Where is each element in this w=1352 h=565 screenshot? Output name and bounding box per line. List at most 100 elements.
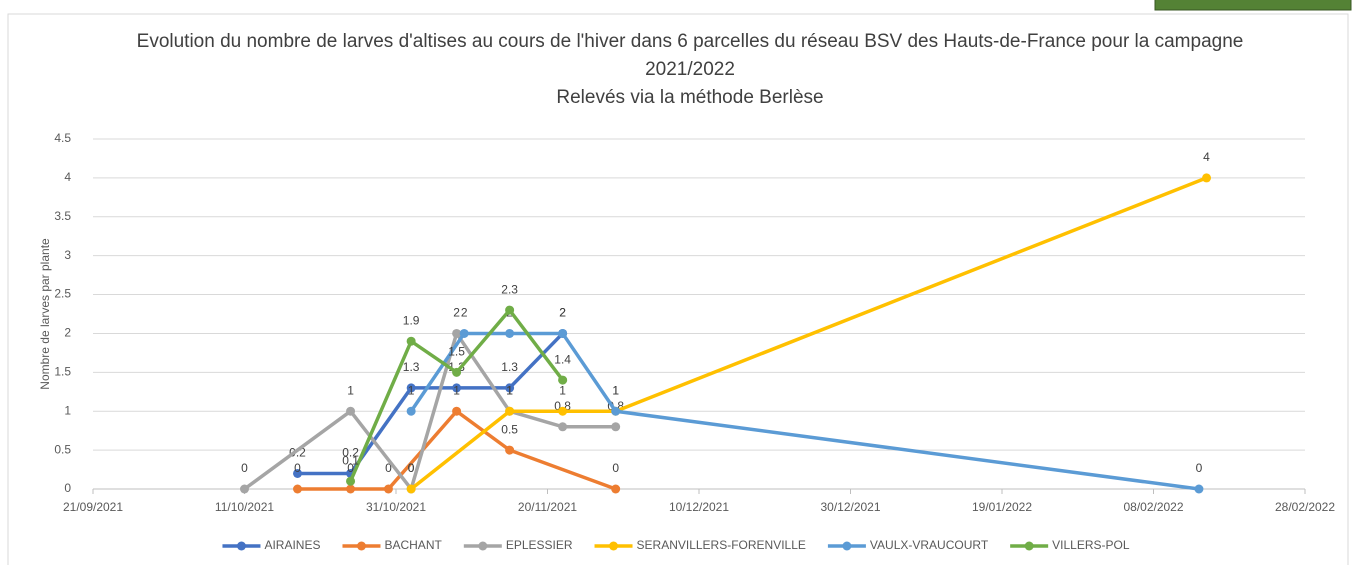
data-label: 0.1: [342, 453, 359, 467]
data-point: [611, 484, 621, 494]
x-tick-label: 21/09/2021: [63, 500, 123, 514]
data-label: 1: [506, 383, 513, 397]
data-label: 1: [612, 383, 619, 397]
data-label: 2.3: [501, 282, 518, 296]
data-point: [406, 383, 416, 393]
y-tick-label: 1.5: [54, 365, 71, 379]
data-label: 1.4: [554, 352, 571, 366]
data-label: 1: [408, 383, 415, 397]
data-label: 0.5: [501, 422, 518, 436]
data-point: [558, 406, 568, 416]
data-point: [611, 406, 621, 416]
legend-label: VAULX-VRAUCOURT: [870, 538, 989, 552]
data-label: 0: [408, 461, 415, 475]
data-point: [346, 406, 356, 416]
legend-label: BACHANT: [384, 538, 442, 552]
data-point: [611, 422, 621, 432]
x-tick-label: 11/10/2021: [215, 500, 274, 514]
data-label: 1: [453, 383, 460, 397]
data-point: [406, 484, 416, 494]
data-point: [558, 375, 568, 385]
data-label: 1.3: [403, 360, 420, 374]
data-label: 0: [294, 461, 301, 475]
x-tick-label: 08/02/2022: [1123, 500, 1183, 514]
x-tick-label: 19/01/2022: [972, 500, 1032, 514]
data-point: [505, 383, 515, 393]
y-tick-label: 0: [64, 481, 71, 495]
y-tick-label: 3: [64, 248, 71, 262]
data-point: [452, 383, 462, 393]
data-label: 0: [1196, 461, 1203, 475]
x-tick-label: 30/12/2021: [820, 500, 880, 514]
legend-marker: [842, 541, 852, 551]
series-line: [297, 332, 564, 476]
data-label: 1.5: [448, 345, 465, 359]
x-tick-label: 10/12/2021: [669, 500, 729, 514]
data-point: [293, 468, 303, 478]
series-line: [409, 331, 1200, 491]
data-point: [452, 406, 462, 416]
x-tick-label: 31/10/2021: [366, 500, 426, 514]
chart-title-block: Evolution du nombre de larves d'altises …: [130, 28, 1250, 112]
data-label: 0.2: [342, 446, 359, 460]
data-point: [505, 445, 515, 455]
legend-label: VILLERS-POL: [1052, 538, 1130, 552]
legend-label: AIRAINES: [264, 538, 320, 552]
green-button: [1154, 0, 1352, 11]
data-point: [452, 328, 462, 338]
data-label: 2: [461, 306, 468, 320]
data-point: [505, 406, 515, 416]
data-label: 0: [612, 461, 619, 475]
y-tick-label: 2: [64, 326, 71, 340]
y-tick-label: 0.5: [54, 442, 71, 456]
legend-marker: [356, 541, 366, 551]
y-tick-label: 2.5: [54, 287, 71, 301]
x-tick-label: 20/11/2021: [518, 500, 577, 514]
data-label: 2: [453, 306, 460, 320]
legend-label: SERANVILLERS-FORENVILLE: [637, 538, 806, 552]
data-label: 4: [1203, 150, 1210, 164]
data-label: 1.3: [501, 360, 518, 374]
data-point: [240, 484, 249, 494]
chart-title: Evolution du nombre de larves d'altises …: [136, 31, 1244, 80]
data-point: [505, 328, 515, 338]
chart-border: [7, 13, 1349, 565]
data-point: [1202, 173, 1212, 183]
data-point: [558, 422, 568, 432]
x-tick-label: 28/02/2022: [1275, 500, 1335, 514]
data-point: [406, 336, 416, 346]
data-point: [383, 484, 393, 494]
chart-subtitle: Relevés via la méthode Berlèse: [556, 87, 824, 108]
data-label: 2: [559, 306, 566, 320]
data-point: [346, 484, 356, 494]
y-tick-label: 3.5: [54, 209, 71, 223]
legend-label: EPLESSIER: [506, 538, 573, 552]
y-tick-label: 1: [64, 403, 71, 417]
legend-marker: [478, 541, 488, 551]
data-label: 0: [385, 461, 392, 475]
data-label: 0.2: [289, 446, 306, 460]
data-label: 0: [347, 461, 354, 475]
data-point: [505, 305, 515, 315]
data-point: [452, 367, 462, 377]
data-label: 1: [506, 383, 513, 397]
data-point: [346, 476, 356, 486]
data-point: [1194, 484, 1204, 494]
legend-marker: [1024, 541, 1034, 551]
data-label: 0: [408, 461, 415, 475]
legend-marker: [236, 541, 246, 551]
data-label: 1: [347, 383, 354, 397]
data-point: [558, 328, 568, 338]
data-point: [459, 328, 469, 338]
data-point: [406, 406, 416, 416]
data-point: [293, 484, 303, 494]
data-label: 1: [612, 383, 619, 397]
legend-marker: [609, 541, 619, 551]
data-label: 2: [559, 306, 566, 320]
y-tick-label: 4: [64, 170, 71, 184]
data-label: 1.9: [403, 313, 420, 327]
y-axis-label: Nombre de larves par plante: [38, 238, 52, 390]
y-tick-label: 4.5: [54, 131, 71, 145]
